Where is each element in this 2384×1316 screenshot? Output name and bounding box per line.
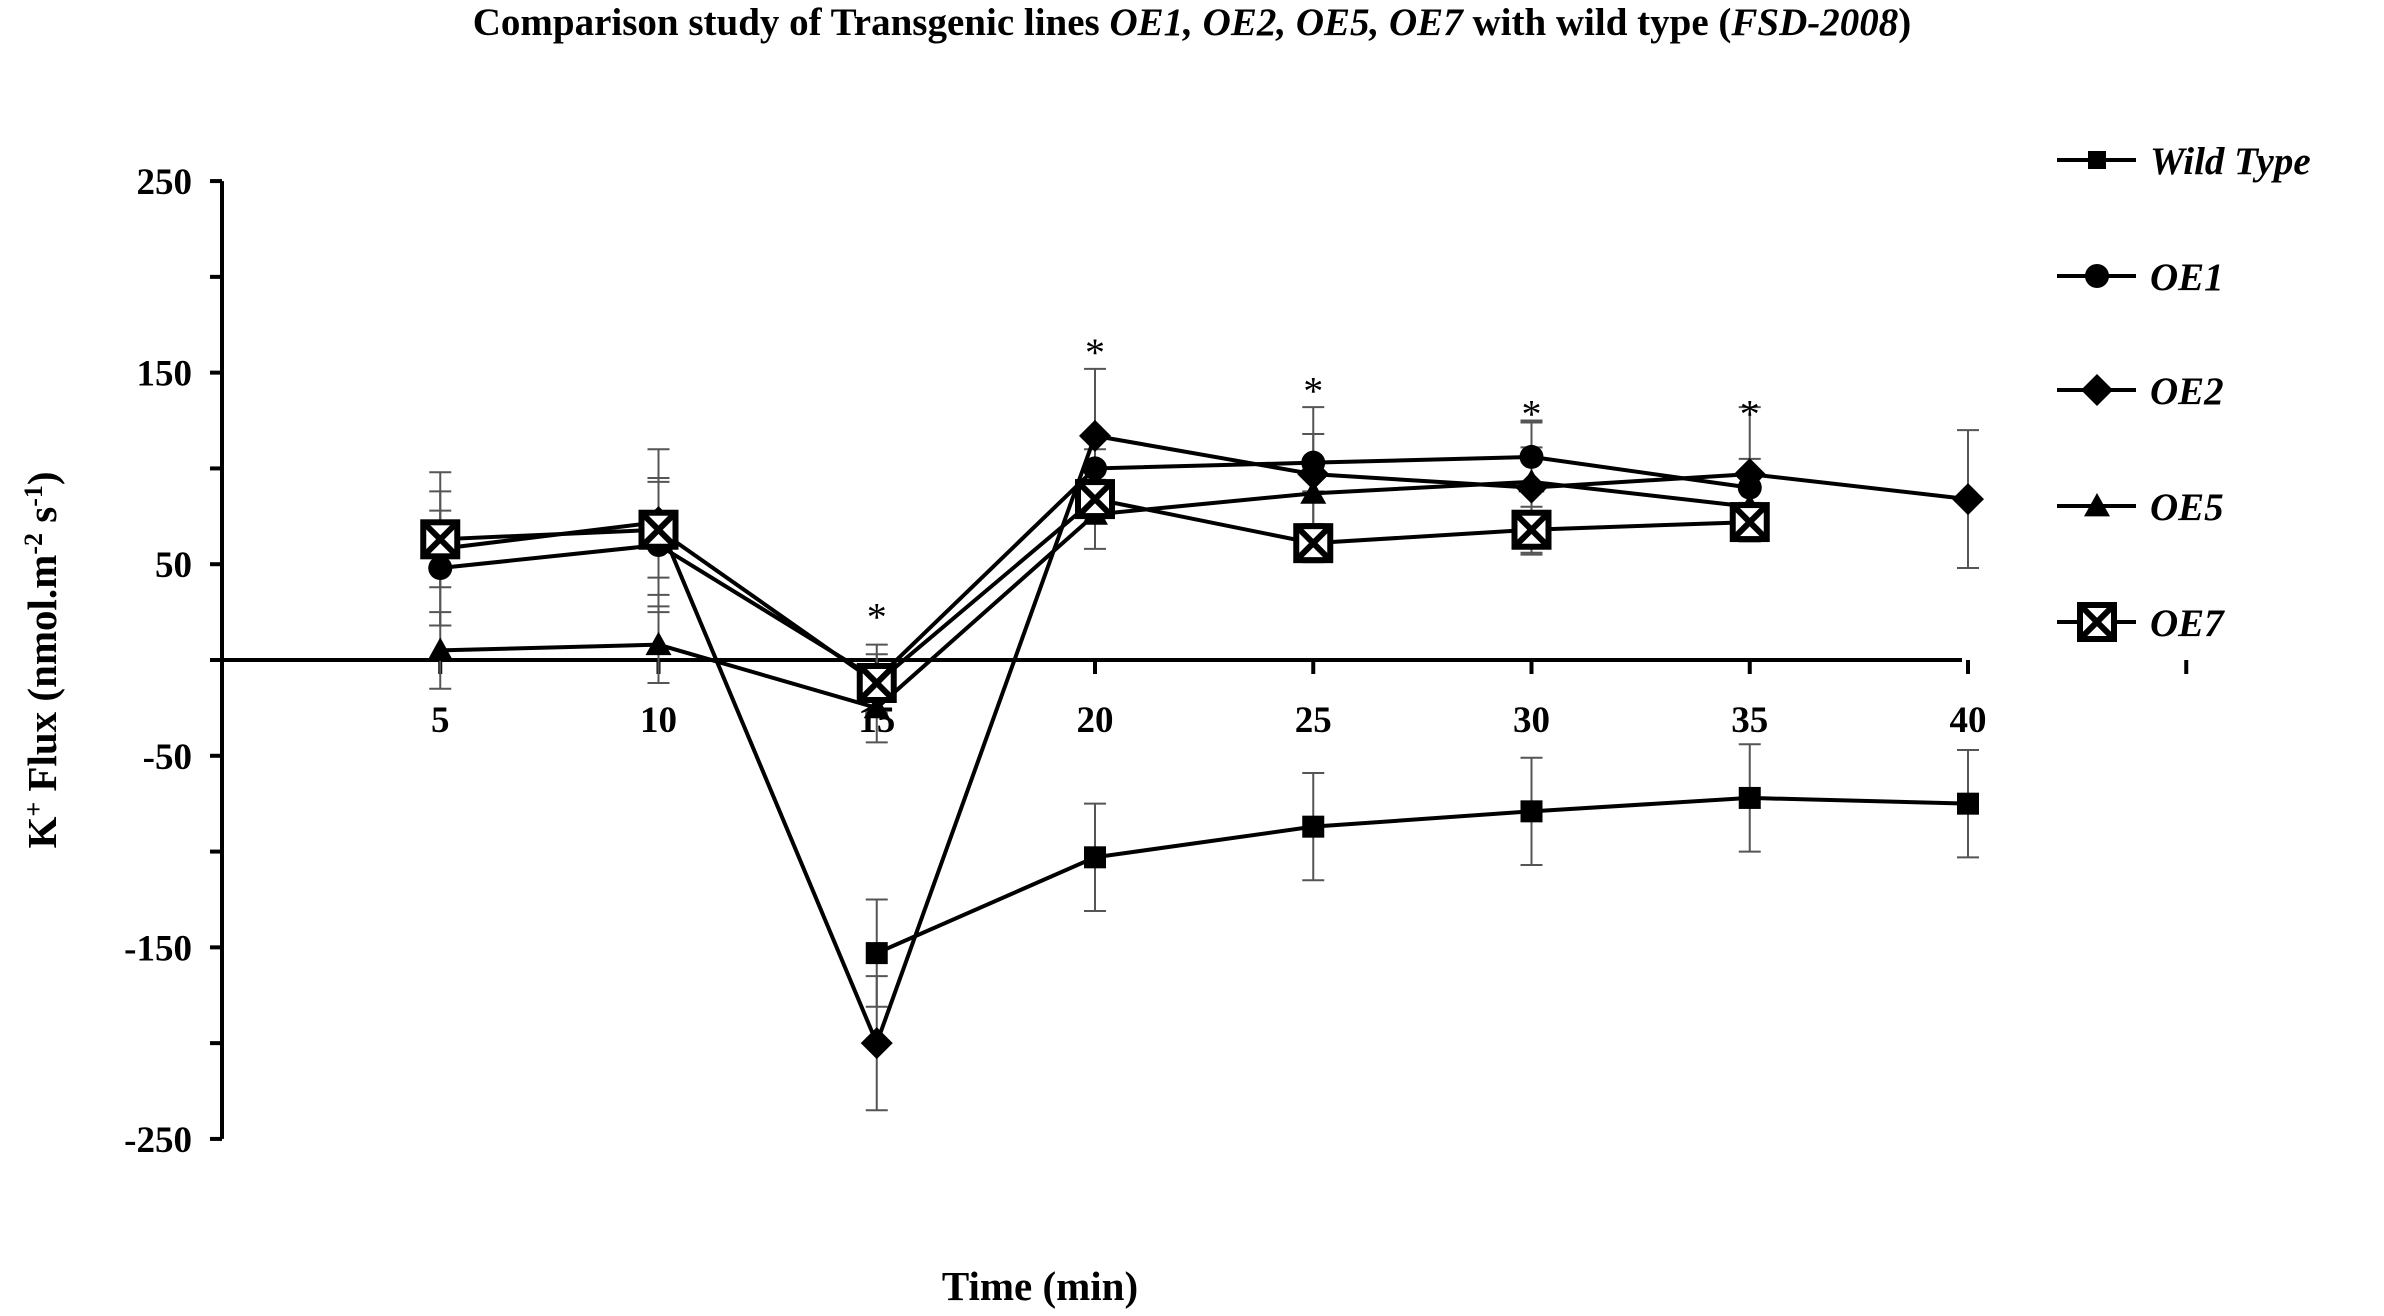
legend-label: OE5 xyxy=(2150,486,2224,529)
series-markers xyxy=(420,419,1984,1060)
significance-asterisk: * xyxy=(1085,330,1105,375)
data-point-wild-type xyxy=(1520,800,1543,823)
y-tick-label: -150 xyxy=(124,928,192,969)
data-point-oe5 xyxy=(1300,480,1327,504)
y-tick-label: 50 xyxy=(155,545,192,586)
legend-label: OE1 xyxy=(2150,256,2224,299)
data-point-oe1 xyxy=(1519,444,1544,469)
data-point-oe5 xyxy=(645,631,672,656)
data-point-wild-type xyxy=(1302,815,1325,838)
significance-asterisk: * xyxy=(1303,368,1323,413)
legend-marker-oe2 xyxy=(2081,374,2113,406)
y-tick-label: -250 xyxy=(124,1120,192,1161)
data-point-wild-type xyxy=(1957,792,1979,815)
data-point-oe7 xyxy=(1075,479,1115,520)
boxx-cross xyxy=(642,513,675,546)
x-tick-label: 10 xyxy=(640,700,677,741)
legend-label: OE7 xyxy=(2150,602,2225,645)
data-point-oe2 xyxy=(1952,483,1984,516)
boxx-cross xyxy=(424,523,457,556)
data-point-oe5 xyxy=(863,694,890,719)
legend-item-oe2: OE2 xyxy=(2057,370,2224,413)
data-point-oe1 xyxy=(1083,456,1107,481)
legend-item-oe1: OE1 xyxy=(2057,256,2224,299)
x-tick-label: 30 xyxy=(1513,700,1550,741)
data-point-oe7 xyxy=(856,662,897,703)
series-line-oe2 xyxy=(440,433,1969,1049)
legend-marker-wild-type xyxy=(2088,151,2106,169)
data-point-oe5 xyxy=(427,637,454,661)
data-point-oe2 xyxy=(860,1027,893,1060)
y-tick-label: -50 xyxy=(143,737,192,778)
boxx-cross xyxy=(860,666,893,700)
chart-title: Comparison study of Transgenic lines OE1… xyxy=(472,1,1912,44)
data-point-oe7 xyxy=(638,509,679,550)
y-tick-label: 150 xyxy=(137,354,193,395)
legend-item-wild-type: Wild Type xyxy=(2057,140,2311,183)
legend-item-oe7: OE7 xyxy=(2057,602,2225,645)
legend-item-oe5: OE5 xyxy=(2057,486,2224,529)
y-axis-label: K+ Flux (nmol.m-2 s-1) xyxy=(19,471,66,848)
significance-asterisk: * xyxy=(1740,391,1760,436)
legend-label: OE2 xyxy=(2150,370,2224,413)
x-axis-label: Time (min) xyxy=(942,1263,1138,1309)
legend: Wild Type OE1 OE2 OE5 OE7 xyxy=(2057,140,2311,645)
boxx-cross xyxy=(1515,513,1548,546)
significance-asterisk: * xyxy=(867,595,887,640)
significance-marks: * * * * * xyxy=(867,330,1760,639)
data-point-oe7 xyxy=(1729,502,1770,543)
data-point-oe2 xyxy=(1297,458,1330,491)
legend-marker-oe5 xyxy=(2084,493,2110,517)
data-point-oe1 xyxy=(428,556,453,581)
data-point-wild-type xyxy=(1084,846,1106,869)
x-tick-label: 20 xyxy=(1077,700,1114,741)
boxx-cross xyxy=(1078,482,1112,516)
data-point-wild-type xyxy=(865,942,888,965)
x-tick-label: 25 xyxy=(1295,700,1332,741)
boxx-cross xyxy=(1733,505,1766,539)
series-line-wild-type xyxy=(875,795,1969,955)
boxx-cross xyxy=(2080,605,2114,639)
data-point-wild-type xyxy=(1738,786,1761,809)
data-point-oe7 xyxy=(1293,523,1334,564)
legend-marker-oe1 xyxy=(2085,264,2109,288)
x-tick-label: 35 xyxy=(1731,700,1768,741)
data-point-oe7 xyxy=(420,519,461,560)
legend-label: Wild Type xyxy=(2150,140,2311,183)
legend-marker-oe7 xyxy=(2077,602,2117,642)
data-point-oe7 xyxy=(1511,509,1552,550)
x-tick-label: 5 xyxy=(431,700,450,741)
significance-asterisk: * xyxy=(1522,391,1542,436)
boxx-cross xyxy=(1297,527,1330,560)
y-tick-label: 250 xyxy=(137,162,193,203)
x-tick-label: 40 xyxy=(1950,700,1987,741)
data-point-oe2 xyxy=(1079,419,1111,452)
data-point-oe5 xyxy=(1518,468,1545,493)
data-point-oe2 xyxy=(1733,458,1766,491)
